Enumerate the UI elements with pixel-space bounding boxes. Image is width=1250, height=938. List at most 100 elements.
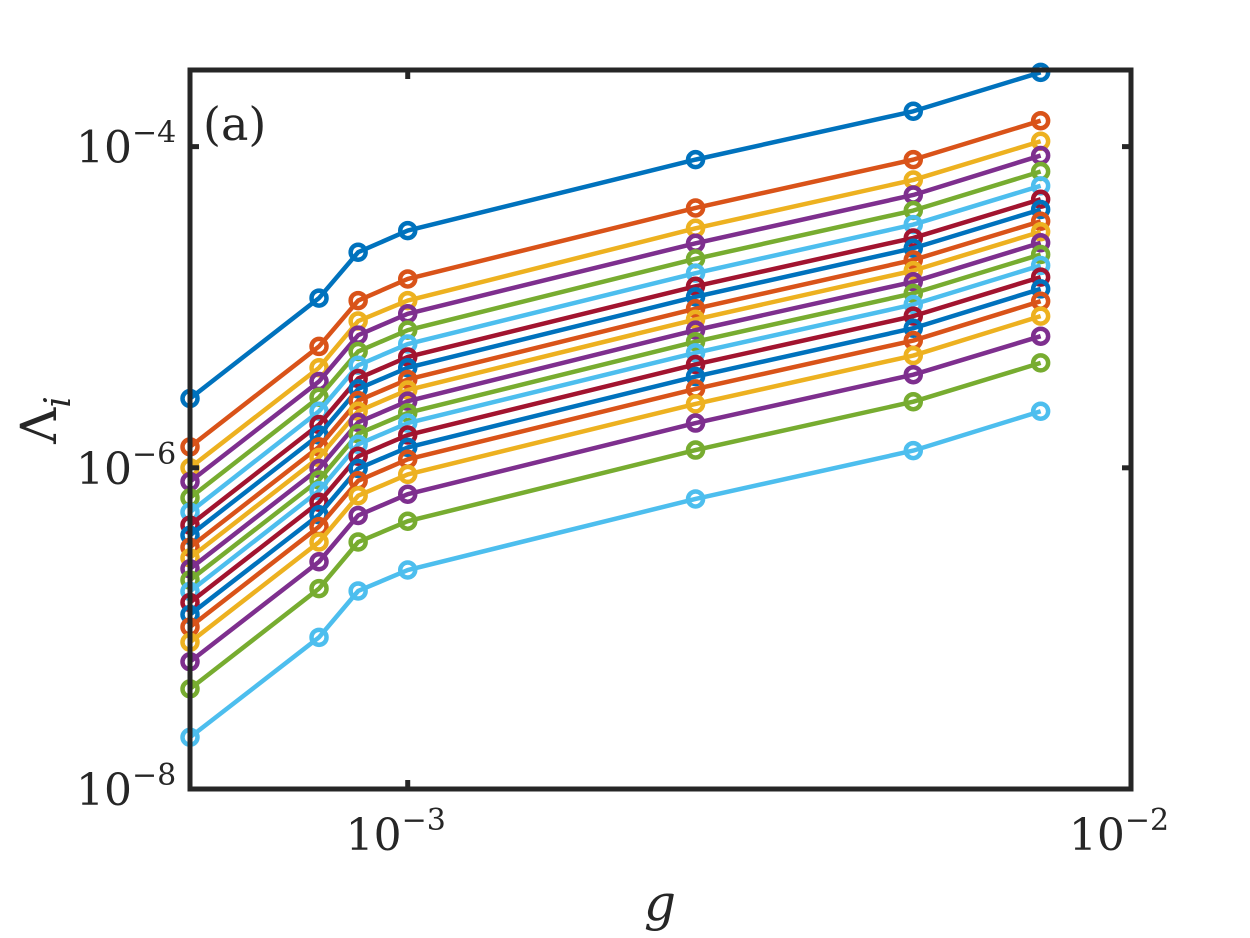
series-line [188,252,1042,582]
data-point [1030,189,1051,210]
data-point [309,532,329,552]
data-point [348,390,368,411]
y-tick-label: 10−8 [76,758,176,816]
data-point [685,320,706,340]
x-axis-label: g [644,874,676,932]
data-point [685,343,706,363]
data-point [1030,211,1051,231]
series-17 [180,306,1051,652]
tick-exponent: −3 [402,803,446,838]
data-point [903,364,924,385]
data-point [1030,401,1051,421]
data-point [397,437,418,458]
data-point [348,412,368,433]
data-point [397,464,418,485]
series-15 [180,279,1051,625]
data-point [1030,222,1051,242]
tick-base: 10 [1069,810,1125,861]
data-point [348,423,368,444]
series-20 [180,401,1051,747]
data-point [685,366,706,387]
data-point [309,492,329,513]
series-9 [180,211,1051,558]
series-19 [180,353,1051,699]
data-point [903,238,924,258]
data-point [348,290,368,311]
data-point [903,306,924,326]
series-line [188,360,1042,691]
data-point [348,446,368,467]
data-point [309,578,329,599]
data-point [309,288,329,308]
data-point [348,532,368,552]
data-point [685,489,706,509]
data-point [397,357,418,378]
tick-base: 10 [346,810,402,861]
data-point [348,505,368,526]
data-point [903,272,924,292]
data-point [1030,233,1051,253]
data-point [685,276,706,297]
data-point [685,413,706,433]
data-point [1030,353,1051,373]
data-point [903,250,924,270]
data-point [397,369,418,390]
data-point [903,440,924,461]
data-point [348,242,368,262]
tick-base: 10 [76,123,132,174]
data-point [348,581,368,601]
data-point [348,434,368,455]
x-tick-label: 10−2 [1069,803,1169,861]
data-point [903,283,924,304]
data-point [397,511,418,531]
data-point [903,101,924,122]
data-point [685,298,706,319]
data-point [903,294,924,315]
data-point [397,269,418,289]
data-point [1030,110,1051,131]
data-point [397,380,418,400]
data-point [397,391,418,411]
series-11 [180,233,1051,579]
data-point [685,149,706,170]
data-point [685,354,706,375]
series-line [188,286,1042,617]
data-point [903,391,924,412]
data-point [1030,244,1051,265]
series-line [188,207,1042,538]
series-line [188,197,1042,527]
data-point [348,401,368,421]
data-point [397,347,418,367]
y-axis-label: Λi [10,396,79,445]
data-point [1030,255,1051,276]
series-line [188,263,1042,594]
series-line [188,219,1042,550]
data-point [685,309,706,330]
data-point [1030,199,1051,220]
y-tick-label: 10−4 [76,116,176,174]
data-point [685,287,706,307]
series-line [188,169,1042,500]
data-point [685,394,706,414]
series-line [188,229,1042,560]
series-line [188,299,1042,629]
data-point [397,220,418,241]
y-tick-label: 10−6 [76,437,176,495]
data-point [348,485,368,506]
tick-base: 10 [76,444,132,495]
data-point [1030,306,1051,326]
tick-exponent: −6 [132,437,176,472]
data-point [685,440,706,460]
tick-exponent: −8 [132,758,176,793]
data-point [309,552,329,572]
data-point [309,627,329,648]
data-point [397,425,418,445]
data-point [348,458,368,479]
data-point [1030,326,1051,346]
data-point [397,560,418,580]
series-line [188,139,1042,470]
panel-label: (a) [203,97,266,151]
data-point [1030,267,1051,287]
y-axis-label-sub: i [38,396,79,408]
data-point [903,345,924,366]
